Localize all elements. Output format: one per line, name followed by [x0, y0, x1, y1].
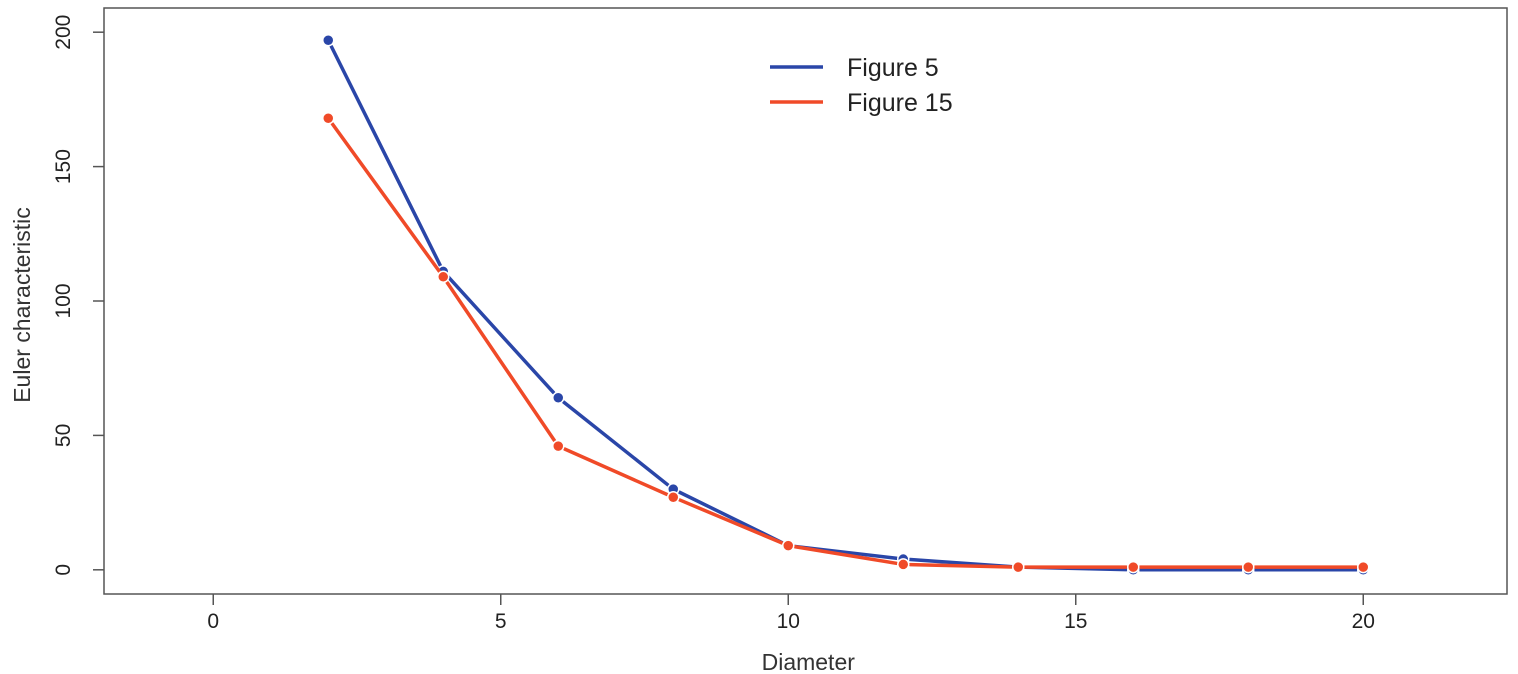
x-axis-title: Diameter [762, 649, 856, 674]
data-point [1242, 560, 1255, 574]
x-tick-label: 20 [1352, 610, 1375, 633]
data-point [1012, 560, 1025, 574]
series-segment [677, 498, 784, 545]
data-point [322, 111, 335, 125]
x-tick-label: 0 [207, 610, 219, 633]
series-1 [322, 34, 1370, 577]
legend-label: Figure 5 [847, 54, 939, 82]
legend: Figure 5 Figure 15 [770, 54, 953, 117]
y-axis-title: Euler characteristic [9, 207, 35, 403]
series-layer [322, 34, 1370, 577]
data-point [552, 391, 565, 405]
series-segment [793, 544, 899, 566]
plot-frame [103, 7, 1508, 595]
y-tick-label: 200 [52, 15, 75, 50]
x-tick-label: 5 [495, 610, 507, 633]
data-point [782, 539, 795, 552]
y-tick-label: 50 [52, 424, 75, 447]
data-point [1127, 560, 1140, 574]
x-axis: 0 5 10 15 20 [207, 594, 1375, 633]
series-segment [329, 44, 442, 267]
x-tick-label: 15 [1064, 610, 1087, 633]
data-point [322, 34, 335, 47]
y-axis: 0 50 100 150 200 [52, 15, 104, 576]
y-tick-label: 100 [52, 283, 75, 318]
series-segment [445, 280, 557, 443]
series-segment [908, 562, 1014, 569]
x-tick-label: 10 [777, 610, 800, 633]
legend-label: Figure 15 [847, 89, 953, 117]
data-point [437, 270, 450, 284]
series-2 [322, 111, 1370, 574]
series-segment [330, 122, 441, 273]
data-point [552, 439, 565, 453]
y-tick-label: 150 [52, 149, 75, 184]
series-segment [562, 447, 669, 497]
series-segment [561, 400, 670, 487]
data-point [1357, 560, 1370, 574]
data-point [897, 558, 910, 571]
series-segment [446, 274, 556, 395]
data-point [667, 490, 680, 504]
y-tick-label: 0 [52, 564, 75, 576]
